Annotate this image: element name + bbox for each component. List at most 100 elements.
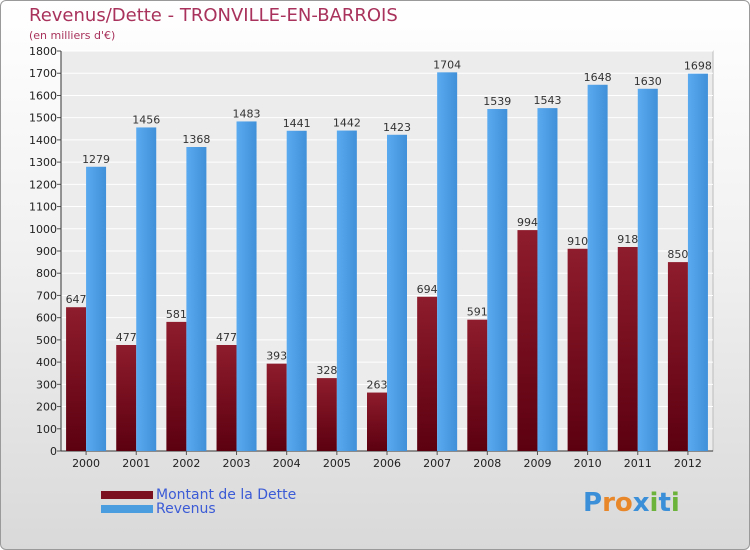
value-label-revenus: 1704	[433, 58, 461, 71]
y-tick-label: 800	[36, 267, 57, 280]
bar-dette	[66, 307, 87, 451]
value-label-dette: 477	[116, 331, 137, 344]
legend-swatch-revenus	[101, 505, 153, 513]
x-tick-label: 2002	[172, 457, 200, 470]
bar-revenus	[537, 108, 558, 451]
logo-letter: r	[602, 488, 615, 518]
y-tick-label: 900	[36, 245, 57, 258]
legend-swatch-dette	[101, 491, 153, 499]
bar-revenus	[186, 147, 207, 451]
bar-dette	[166, 321, 187, 451]
x-tick-label: 2011	[624, 457, 652, 470]
legend-label-dette: Montant de la Dette	[156, 487, 297, 503]
value-label-revenus: 1698	[684, 60, 712, 73]
x-tick-label: 2001	[122, 457, 150, 470]
value-label-dette: 328	[316, 364, 337, 377]
value-label-dette: 393	[266, 350, 287, 363]
legend-item-dette: Montant de la Dette	[101, 487, 301, 503]
value-label-revenus: 1539	[483, 95, 511, 108]
bar-dette	[316, 378, 337, 451]
y-tick-label: 1600	[29, 89, 57, 102]
x-tick-label: 2009	[523, 457, 551, 470]
value-label-dette: 694	[417, 283, 438, 296]
logo-letter: o	[614, 488, 633, 518]
bar-dette	[216, 345, 237, 451]
x-tick-label: 2004	[273, 457, 301, 470]
bar-revenus	[637, 88, 658, 452]
value-label-revenus: 1648	[584, 71, 612, 84]
value-label-revenus: 1279	[82, 153, 110, 166]
value-label-dette: 910	[567, 235, 588, 248]
bar-revenus	[587, 84, 608, 452]
y-tick-label: 1200	[29, 178, 57, 191]
y-tick-label: 1700	[29, 67, 57, 80]
y-tick-label: 600	[36, 312, 57, 325]
value-label-dette: 477	[216, 331, 237, 344]
bar-dette	[467, 319, 488, 451]
value-label-dette: 647	[66, 293, 87, 306]
bar-dette	[116, 345, 137, 451]
bar-revenus	[687, 73, 708, 452]
bar-dette	[266, 363, 287, 451]
bar-dette	[517, 230, 538, 451]
y-tick-label: 1500	[29, 112, 57, 125]
logo-letter: i	[649, 488, 659, 518]
legend-label-revenus: Revenus	[156, 501, 216, 517]
value-label-revenus: 1630	[634, 75, 662, 88]
value-label-dette: 918	[617, 233, 638, 246]
bar-dette	[367, 392, 387, 451]
logo-letter: x	[632, 488, 650, 518]
bar-revenus	[336, 130, 357, 452]
value-label-revenus: 1423	[383, 121, 411, 134]
y-tick-label: 200	[36, 401, 57, 414]
bar-revenus	[437, 72, 458, 451]
x-tick-label: 2000	[72, 457, 100, 470]
value-label-dette: 263	[367, 379, 388, 392]
bar-revenus	[236, 121, 257, 451]
value-label-revenus: 1441	[283, 117, 311, 130]
y-tick-label: 1000	[29, 223, 57, 236]
x-tick-label: 2010	[574, 457, 602, 470]
x-tick-label: 2007	[423, 457, 451, 470]
value-label-dette: 850	[667, 248, 688, 261]
y-tick-label: 0	[50, 445, 57, 458]
bar-dette	[667, 262, 688, 451]
bar-revenus	[136, 127, 157, 451]
y-tick-label: 1100	[29, 201, 57, 214]
bar-dette	[617, 247, 638, 451]
chart-subtitle: (en milliers d'€)	[29, 29, 116, 42]
bar-dette	[567, 248, 588, 451]
value-label-dette: 581	[166, 308, 187, 321]
x-tick-label: 2008	[473, 457, 501, 470]
proxiti-logo: Proxiti	[583, 488, 680, 518]
y-tick-label: 1400	[29, 134, 57, 147]
value-label-revenus: 1442	[333, 117, 361, 130]
logo-letter: t	[658, 488, 671, 518]
logo-letter: P	[583, 488, 603, 518]
bar-revenus	[86, 166, 107, 451]
y-tick-label: 500	[36, 334, 57, 347]
x-tick-label: 2006	[373, 457, 401, 470]
bar-revenus	[286, 130, 307, 451]
value-label-revenus: 1483	[233, 107, 261, 120]
bar-revenus	[387, 134, 407, 451]
y-tick-label: 700	[36, 289, 57, 302]
value-label-revenus: 1456	[132, 113, 160, 126]
value-label-revenus: 1368	[182, 133, 210, 146]
x-tick-label: 2012	[674, 457, 702, 470]
value-label-dette: 994	[517, 216, 538, 229]
chart-title: Revenus/Dette - TRONVILLE-EN-BARROIS	[29, 5, 398, 26]
value-label-dette: 591	[467, 306, 488, 319]
logo-letter: i	[670, 488, 680, 518]
x-tick-label: 2005	[323, 457, 351, 470]
y-tick-label: 1300	[29, 156, 57, 169]
y-tick-label: 100	[36, 423, 57, 436]
legend-item-revenus: Revenus	[101, 501, 301, 517]
value-label-revenus: 1543	[533, 94, 561, 107]
y-tick-label: 400	[36, 356, 57, 369]
y-tick-label: 1800	[29, 45, 57, 58]
bar-dette	[417, 296, 438, 451]
y-tick-label: 300	[36, 378, 57, 391]
